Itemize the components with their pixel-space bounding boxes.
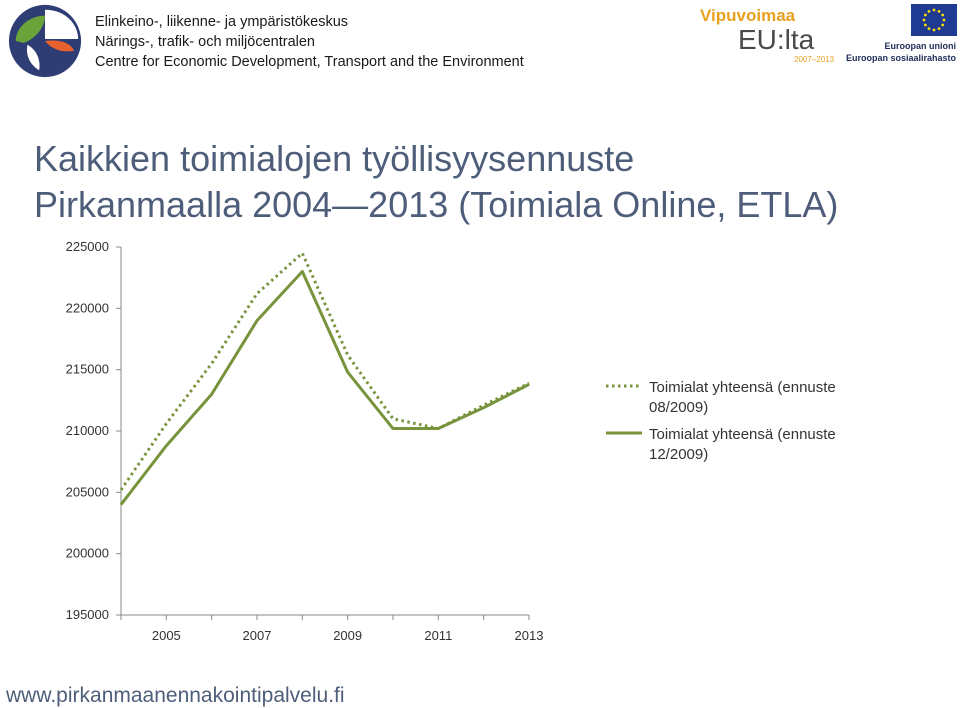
eu-logo-years: 2007–2013 (794, 55, 835, 64)
eu-star (923, 13, 927, 17)
eu-star (927, 27, 931, 31)
slide-title: Kaikkien toimialojen työllisyysennuste P… (34, 136, 924, 228)
series-line-2 (119, 270, 530, 506)
org-name-swedish: Närings-, trafik- och miljöcentralen (95, 34, 315, 50)
y-tick-label: 225000 (66, 239, 109, 254)
x-tick-label: 2013 (515, 628, 544, 643)
eu-star (923, 23, 927, 27)
x-tick-label: 2007 (243, 628, 272, 643)
eu-star (932, 28, 936, 32)
y-tick-label: 205000 (66, 484, 109, 499)
y-tick-label: 220000 (66, 300, 109, 315)
eu-star (922, 18, 926, 22)
eu-logo-line1: Vipuvoimaa (700, 6, 796, 25)
x-tick-label: 2005 (152, 628, 181, 643)
eu-star (937, 9, 941, 13)
eu-star (937, 27, 941, 31)
legend-label-2: Toimialat yhteensä (ennuste (649, 426, 836, 443)
legend-label-1: Toimialat yhteensä (ennuste (649, 379, 836, 396)
footer-url: www.pirkanmaanennakointipalvelu.fi (6, 684, 345, 707)
eu-star (942, 18, 946, 22)
eu-flag-icon (911, 4, 957, 36)
org-name-finnish: Elinkeino-, liikenne- ja ympäristökeskus (95, 14, 349, 30)
y-tick-label: 195000 (66, 607, 109, 622)
organization-name: Elinkeino-, liikenne- ja ympäristökeskus… (95, 12, 524, 72)
legend-label-2: 12/2009) (649, 446, 708, 463)
title-line-2: Pirkanmaalla 2004—2013 (Toimiala Online,… (34, 184, 839, 225)
ely-centre-logo (8, 4, 82, 78)
eu-star (927, 9, 931, 13)
eu-flag-block: Euroopan unioni Euroopan sosiaalirahasto (846, 4, 958, 66)
eu-logo-line2: EU:lta (738, 24, 815, 55)
x-tick-label: 2009 (333, 628, 362, 643)
vipuvoimaa-eu-logo: Vipuvoimaa EU:lta 2007–2013 (700, 6, 835, 64)
org-name-english: Centre for Economic Development, Transpo… (95, 54, 524, 70)
header: Elinkeino-, liikenne- ja ympäristökeskus… (0, 0, 960, 90)
eu-caption-line2: Euroopan sosiaalirahasto (845, 53, 956, 63)
employment-line-chart: 195000 200000 205000 210000 215000 220000 2250… (66, 239, 836, 643)
eu-caption-line1: Euroopan unioni (884, 41, 957, 51)
title-line-1: Kaikkien toimialojen työllisyysennuste (34, 138, 635, 179)
y-tick-label: 210000 (66, 423, 109, 438)
eu-star (941, 23, 945, 27)
y-tick-label: 215000 (66, 362, 109, 377)
y-tick-label: 200000 (66, 546, 109, 561)
legend-label-1: 08/2009) (649, 399, 708, 416)
eu-star (941, 13, 945, 17)
eu-star (932, 8, 936, 12)
series-line-1 (119, 251, 530, 491)
x-tick-label: 2011 (424, 628, 452, 643)
